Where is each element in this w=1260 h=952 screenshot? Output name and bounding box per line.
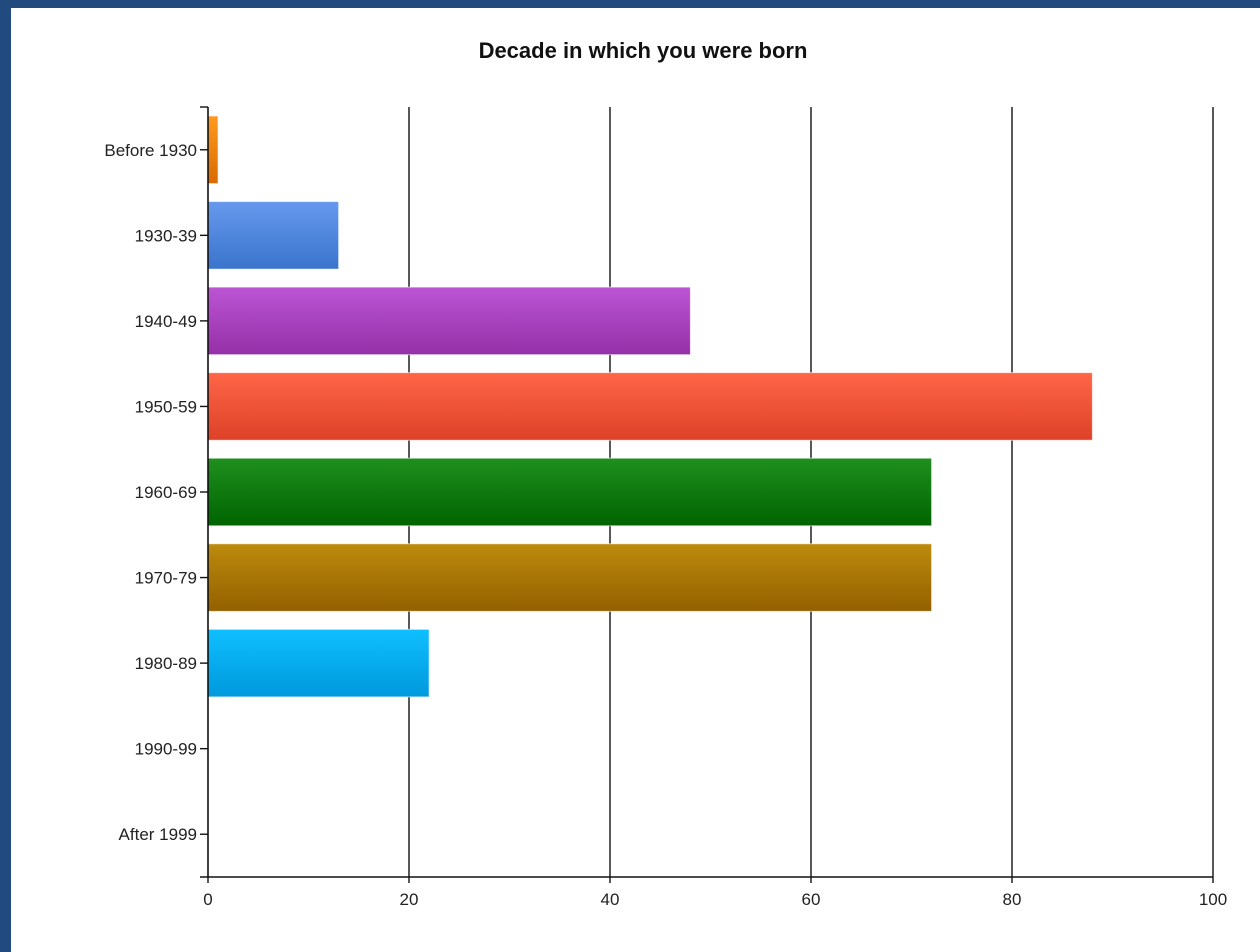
category-label: Before 1930 (104, 141, 197, 160)
bar-chart: Decade in which you were born Before 193… (104, 38, 1227, 909)
x-tick-label-40: 40 (601, 890, 620, 909)
category-label: 1970-79 (135, 569, 197, 588)
bars (207, 115, 1093, 698)
bar-1930-39 (207, 201, 340, 270)
category-label: 1930-39 (135, 226, 197, 245)
x-tick-label-0: 0 (203, 890, 212, 909)
x-tick-label-100: 100 (1199, 890, 1227, 909)
category-label: 1940-49 (135, 312, 197, 331)
bar-1960-69 (207, 457, 933, 527)
chart-panel: Decade in which you were born Before 193… (11, 8, 1260, 952)
bar-before-1930 (207, 115, 219, 185)
x-tick-label-60: 60 (802, 890, 821, 909)
bar-1980-89 (207, 628, 430, 698)
bar-1950-59 (207, 372, 1093, 441)
axes (200, 106, 1214, 883)
category-label: 1960-69 (135, 483, 197, 502)
category-label: After 1999 (119, 825, 197, 844)
x-tick-label-20: 20 (400, 890, 419, 909)
category-label: 1990-99 (135, 740, 197, 759)
category-labels: Before 1930 1930-39 1940-49 1950-59 1960-69 1… (104, 141, 197, 844)
x-tick-labels: 0 20 40 60 80 100 (203, 890, 1227, 909)
bar-1940-49 (207, 286, 691, 356)
chart-title: Decade in which you were born (479, 38, 808, 63)
bar-1970-79 (207, 543, 933, 612)
category-label: 1980-89 (135, 654, 197, 673)
category-label: 1950-59 (135, 397, 197, 416)
x-tick-label-80: 80 (1003, 890, 1022, 909)
